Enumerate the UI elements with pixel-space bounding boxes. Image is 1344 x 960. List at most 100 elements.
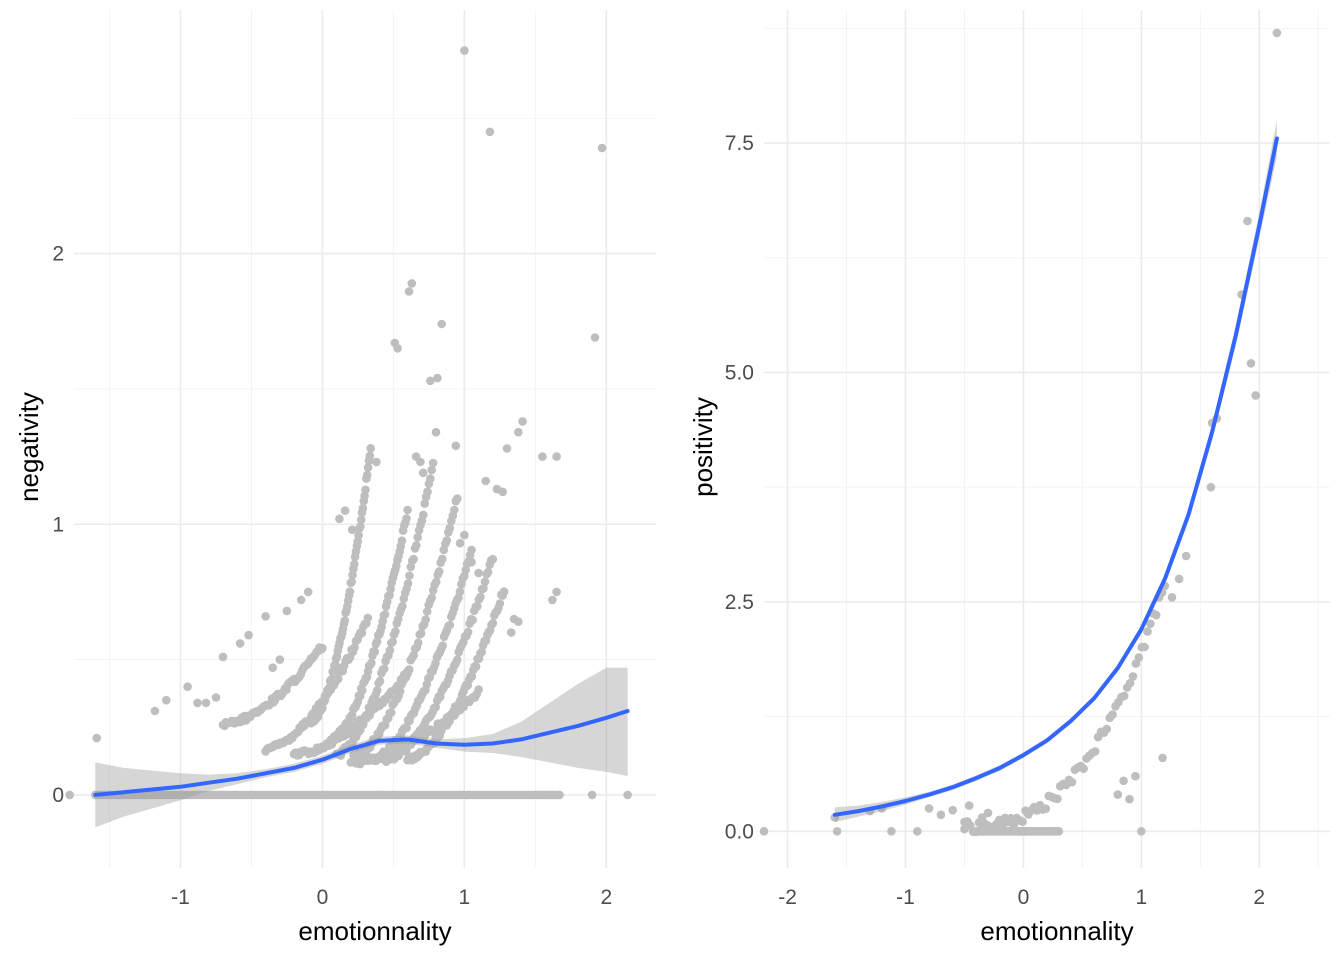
data-point <box>463 627 473 637</box>
data-point <box>385 646 395 655</box>
data-point <box>960 817 969 827</box>
data-point <box>372 457 381 467</box>
data-point <box>358 686 367 695</box>
data-point <box>442 536 452 545</box>
data-point <box>948 805 957 815</box>
data-point <box>407 279 417 288</box>
data-point <box>363 463 373 472</box>
data-point <box>370 647 380 656</box>
data-point <box>426 376 435 386</box>
data-point <box>555 790 564 800</box>
data-point <box>453 494 462 503</box>
y-tick-label: 2.5 <box>725 591 754 614</box>
data-point <box>218 652 228 662</box>
point-layer <box>759 28 1282 837</box>
data-point <box>333 674 343 684</box>
y-tick-label: 0.0 <box>725 820 754 843</box>
data-point <box>587 790 597 800</box>
data-point <box>1090 747 1100 756</box>
data-point <box>150 706 160 716</box>
data-point <box>405 571 414 580</box>
data-point <box>479 584 488 593</box>
data-point <box>388 637 397 647</box>
data-point <box>347 525 357 534</box>
data-point <box>483 567 493 577</box>
data-point <box>623 790 632 800</box>
data-point <box>481 476 491 486</box>
data-point <box>428 458 438 468</box>
data-point <box>506 628 516 637</box>
data-point <box>1251 391 1260 400</box>
data-point <box>1054 827 1064 836</box>
data-point <box>340 616 350 625</box>
data-point <box>1134 653 1144 662</box>
data-point <box>350 643 359 652</box>
data-point <box>409 650 419 660</box>
data-point <box>1131 771 1140 781</box>
data-point <box>455 538 465 548</box>
data-point <box>1053 794 1062 804</box>
smooth-trend-line <box>93 709 630 797</box>
data-point <box>431 703 441 712</box>
data-point <box>1137 827 1146 836</box>
data-point <box>477 647 487 657</box>
grid-major <box>764 10 1330 868</box>
data-point <box>431 427 441 437</box>
data-point <box>434 567 444 576</box>
data-point <box>473 602 482 611</box>
data-point <box>1246 359 1256 368</box>
data-point <box>460 46 469 55</box>
data-point <box>416 629 426 638</box>
x-axis-title: emotionnality <box>980 916 1133 946</box>
data-point <box>445 620 455 630</box>
y-tick-label: 5.0 <box>725 361 754 384</box>
data-point <box>65 790 74 800</box>
data-point <box>495 599 505 608</box>
data-point <box>433 373 442 383</box>
data-point <box>467 545 476 555</box>
x-tick-labels: -1 0 1 2 <box>171 886 612 909</box>
point-layer <box>65 46 632 800</box>
data-point <box>398 601 407 611</box>
data-point <box>350 559 359 569</box>
data-point <box>471 662 481 671</box>
data-point <box>924 804 934 813</box>
data-point <box>404 287 414 296</box>
data-point <box>887 827 896 836</box>
data-point <box>1119 691 1129 701</box>
x-tick-label: 1 <box>459 886 471 909</box>
y-tick-labels: 0 1 2 <box>52 243 64 807</box>
data-point <box>386 708 396 717</box>
data-point <box>445 523 455 533</box>
data-point <box>1140 642 1149 652</box>
data-point <box>335 514 344 524</box>
data-point <box>759 827 769 836</box>
data-point <box>423 487 432 497</box>
data-point <box>533 790 543 800</box>
data-point <box>347 577 357 587</box>
data-point <box>372 637 382 646</box>
data-point <box>538 452 547 461</box>
data-point <box>1206 482 1216 492</box>
data-point <box>372 686 382 695</box>
data-point <box>995 816 1005 825</box>
data-point <box>1151 610 1161 620</box>
data-point <box>977 813 987 822</box>
data-point <box>997 822 1007 832</box>
data-point <box>375 676 385 686</box>
data-point <box>431 577 441 587</box>
data-point <box>365 451 375 461</box>
data-point <box>1146 619 1155 628</box>
data-point <box>244 630 253 640</box>
data-point <box>438 641 448 650</box>
data-point <box>1128 672 1138 681</box>
data-point <box>358 503 368 513</box>
data-point <box>403 667 412 676</box>
data-point <box>318 643 327 653</box>
data-point <box>356 515 366 525</box>
x-tick-label: 0 <box>317 886 329 909</box>
data-point <box>363 613 373 623</box>
data-point <box>1113 790 1123 799</box>
data-point <box>1272 28 1282 38</box>
data-point <box>468 615 478 625</box>
